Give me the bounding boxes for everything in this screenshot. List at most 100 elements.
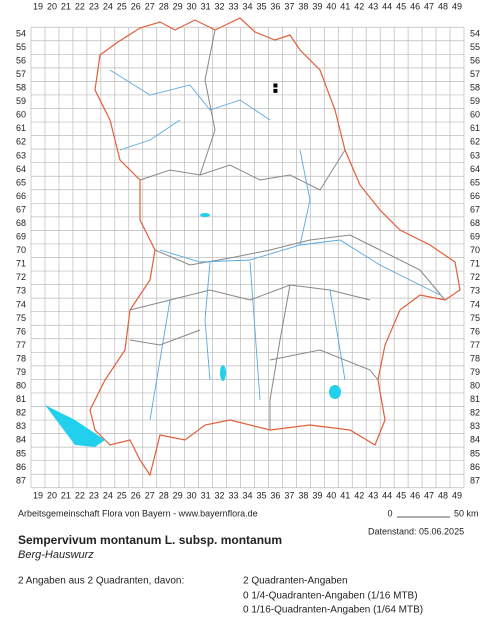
region-outline	[89, 17, 461, 477]
detail: 0 1/4-Quadranten-Angaben (1/16 MTB)	[243, 591, 418, 602]
row-label: 64	[16, 164, 26, 174]
column-label: 46	[410, 490, 420, 500]
row-label: 64	[470, 164, 480, 174]
column-label: 38	[298, 490, 308, 500]
column-label: 48	[438, 1, 448, 11]
row-label: 72	[470, 272, 480, 282]
column-label: 24	[103, 1, 113, 11]
column-label: 26	[131, 490, 141, 500]
row-label: 57	[16, 69, 26, 79]
row-label: 76	[16, 326, 26, 336]
row-label: 62	[470, 137, 480, 147]
column-label: 29	[173, 490, 183, 500]
column-label: 22	[75, 1, 85, 11]
row-label: 60	[470, 110, 480, 120]
column-label: 45	[396, 490, 406, 500]
row-label: 62	[16, 137, 26, 147]
row-label: 70	[16, 245, 26, 255]
row-label: 56	[16, 55, 26, 65]
row-label: 76	[470, 326, 480, 336]
column-label: 30	[187, 1, 197, 11]
column-label: 48	[438, 490, 448, 500]
column-label: 23	[89, 1, 99, 11]
column-label: 41	[340, 1, 350, 11]
row-label: 71	[470, 259, 480, 269]
column-label: 33	[229, 490, 239, 500]
column-label: 49	[452, 490, 462, 500]
column-label: 37	[284, 1, 294, 11]
row-label: 57	[470, 69, 480, 79]
row-label: 85	[16, 448, 26, 458]
column-label: 28	[159, 490, 169, 500]
district-lines	[129, 29, 446, 430]
column-label: 35	[256, 1, 266, 11]
column-label: 36	[270, 490, 280, 500]
column-label: 21	[61, 1, 71, 11]
column-label: 23	[89, 490, 99, 500]
column-label: 29	[173, 1, 183, 11]
column-label: 31	[201, 1, 211, 11]
row-label: 68	[16, 218, 26, 228]
row-label: 70	[470, 245, 480, 255]
title: Sempervivum montanum L. subsp. montanum	[18, 533, 282, 547]
scale-end: 50 km	[454, 508, 479, 518]
column-label: 42	[354, 1, 364, 11]
column-label: 28	[159, 1, 169, 11]
detail: 0 1/16-Quadranten-Angaben (1/64 MTB)	[243, 605, 423, 616]
row-label: 81	[16, 394, 26, 404]
row-label: 66	[470, 191, 480, 201]
border	[89, 17, 461, 477]
column-label: 27	[145, 490, 155, 500]
row-label: 85	[470, 448, 480, 458]
summary: 2 Angaben aus 2 Quadranten, davon:	[18, 576, 184, 587]
row-label: 87	[470, 475, 480, 485]
row-label: 79	[16, 367, 26, 377]
column-label: 35	[256, 490, 266, 500]
column-label: 24	[103, 490, 113, 500]
row-label: 73	[470, 286, 480, 296]
column-label: 43	[368, 1, 378, 11]
column-label: 20	[47, 490, 57, 500]
row-label: 87	[16, 475, 26, 485]
row-label: 69	[470, 232, 480, 242]
column-label: 31	[201, 490, 211, 500]
detail: 2 Quadranten-Angaben	[243, 576, 348, 587]
row-label: 65	[16, 177, 26, 187]
row-label: 86	[470, 462, 480, 472]
rivers	[109, 69, 441, 421]
row-label: 66	[16, 191, 26, 201]
grid: 19 19 20 20 21 21 22 22 23 23 24 24 25 25 26 26 27 27 28 28…	[16, 1, 480, 500]
row-label: 79	[470, 367, 480, 377]
column-label: 32	[215, 490, 225, 500]
row-label: 63	[470, 150, 480, 160]
row-label: 65	[470, 177, 480, 187]
occurrence-point	[273, 83, 278, 88]
row-label: 54	[470, 28, 480, 38]
lake	[200, 213, 210, 217]
row-label: 82	[16, 408, 26, 418]
column-label: 47	[424, 1, 434, 11]
column-label: 19	[33, 1, 43, 11]
column-label: 44	[382, 1, 392, 11]
column-label: 32	[215, 1, 225, 11]
column-label: 42	[354, 490, 364, 500]
row-label: 63	[16, 150, 26, 160]
row-label: 61	[16, 123, 26, 133]
occurrence-point	[273, 88, 278, 93]
column-label: 25	[117, 490, 127, 500]
row-label: 54	[16, 28, 26, 38]
column-label: 40	[326, 490, 336, 500]
row-label: 58	[16, 83, 26, 93]
column-label: 38	[298, 1, 308, 11]
column-label: 41	[340, 490, 350, 500]
row-label: 67	[470, 204, 480, 214]
column-label: 19	[33, 490, 43, 500]
row-label: 78	[470, 353, 480, 363]
column-label: 22	[75, 490, 85, 500]
column-label: 39	[312, 1, 322, 11]
row-label: 83	[470, 421, 480, 431]
row-label: 69	[16, 232, 26, 242]
lake	[45, 405, 105, 447]
row-label: 73	[16, 286, 26, 296]
row-label: 59	[470, 96, 480, 106]
